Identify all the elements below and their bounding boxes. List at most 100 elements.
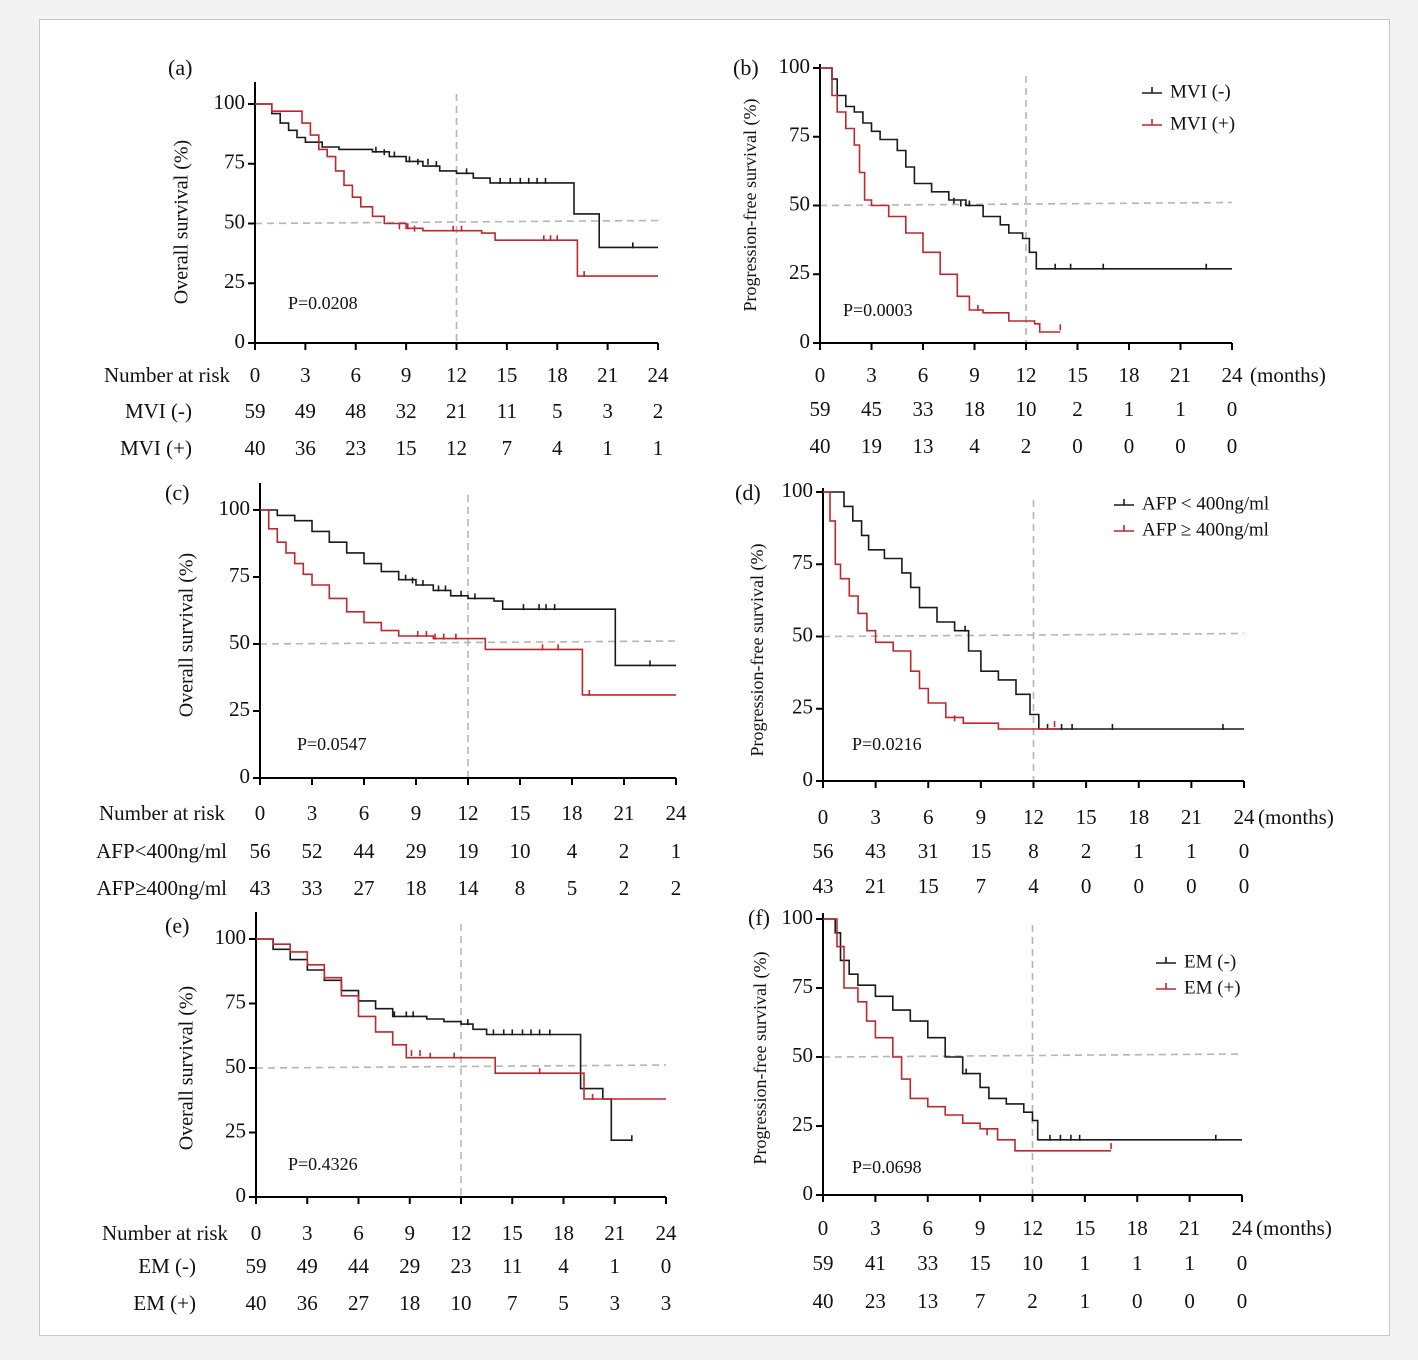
x-tick-label: 9 [976,805,987,829]
x-tick-label: 21 [1181,805,1202,829]
risk-count: 7 [975,1289,986,1313]
panel-label: (c) [165,480,189,505]
risk-count: 2 [619,839,630,863]
risk-count: 1 [610,1254,621,1278]
risk-count: 4 [558,1254,569,1278]
risk-count: 31 [918,839,939,863]
risk-count: 5 [552,399,563,423]
panel-label: (d) [735,480,761,505]
y-axis-label: Overall survival (%) [176,553,198,717]
x-tick-label: 3 [302,1221,313,1245]
risk-count: 7 [976,874,987,898]
risk-count: 23 [345,436,366,460]
risk-count: 1 [1134,839,1145,863]
y-tick-label: 100 [779,54,811,78]
risk-count: 1 [1186,839,1197,863]
risk-count: 52 [302,839,323,863]
risk-count: 21 [865,874,886,898]
x-tick-label: 12 [1016,363,1037,387]
survival-curve-red [823,918,1112,1152]
x-tick-label: 15 [502,1221,523,1245]
risk-count: 27 [354,876,375,900]
risk-count: 18 [964,397,985,421]
risk-count: 0 [661,1254,672,1278]
risk-count: 56 [250,839,271,863]
risk-row-label: EM (+) [133,1291,196,1315]
risk-count: 3 [602,399,613,423]
y-axis-label: Overall survival (%) [171,140,193,304]
x-tick-label: 9 [405,1221,416,1245]
p-value: P=0.0208 [288,293,358,313]
y-tick-label: 100 [215,925,247,949]
risk-count: 23 [865,1289,886,1313]
y-tick-label: 100 [214,90,246,114]
y-tick-label: 100 [782,905,814,929]
p-value: P=0.0003 [843,300,913,320]
risk-count: 19 [861,434,882,458]
risk-count: 4 [567,839,578,863]
risk-count: 59 [245,399,266,423]
survival-curve-red [260,509,676,696]
risk-count: 29 [399,1254,420,1278]
x-tick-label: 15 [1067,363,1088,387]
risk-count: 59 [813,1251,834,1275]
p-value: P=0.0216 [852,734,922,754]
x-tick-label: 21 [1179,1216,1200,1240]
y-tick-label: 50 [225,1054,246,1078]
risk-count: 18 [399,1291,420,1315]
x-tick-label: 9 [401,363,412,387]
risk-count: 2 [653,399,664,423]
panel-label: (e) [165,913,189,938]
risk-table-header: Number at risk [102,1221,228,1245]
risk-count: 59 [246,1254,267,1278]
x-tick-label: 6 [351,363,362,387]
x-tick-label: 0 [818,805,829,829]
risk-row-label: EM (-) [138,1254,196,1278]
legend-label: EM (-) [1184,951,1236,972]
median-reference-line [255,1064,667,1069]
x-tick-label: 24 [648,363,670,387]
risk-count: 0 [1237,1289,1248,1313]
risk-count: 41 [865,1251,886,1275]
risk-count: 33 [913,397,934,421]
legend-label: MVI (-) [1170,81,1231,102]
risk-table-header: Number at risk [104,363,230,387]
x-tick-label: 9 [411,801,422,825]
risk-count: 10 [451,1291,472,1315]
risk-count: 0 [1227,397,1238,421]
x-tick-label: 21 [614,801,635,825]
survival-curve-red [255,103,658,277]
x-tick-label: 0 [251,1221,262,1245]
x-tick-label: 3 [870,1216,881,1240]
x-unit-label: (months) [1250,363,1326,387]
risk-count: 33 [917,1251,938,1275]
risk-count: 56 [813,839,834,863]
legend-label: EM (+) [1184,977,1241,998]
risk-count: 2 [1021,434,1032,458]
y-tick-label: 25 [792,1112,813,1136]
risk-count: 1 [1124,397,1135,421]
risk-count: 0 [1184,1289,1195,1313]
x-tick-label: 18 [547,363,568,387]
x-tick-label: 15 [510,801,531,825]
y-tick-label: 75 [229,563,250,587]
x-tick-label: 18 [1128,805,1149,829]
y-tick-label: 0 [235,329,246,353]
median-reference-line [822,1053,1243,1058]
x-tick-label: 15 [1074,1216,1095,1240]
x-tick-label: 24 [1234,805,1256,829]
x-tick-label: 12 [446,363,467,387]
x-tick-label: 18 [553,1221,574,1245]
risk-count: 11 [502,1254,522,1278]
y-axis-label: Overall survival (%) [176,986,198,1150]
x-tick-label: 3 [866,363,877,387]
y-tick-label: 25 [224,269,245,293]
median-reference-line [819,201,1233,207]
y-tick-label: 0 [803,1181,814,1205]
risk-count: 1 [671,839,682,863]
risk-count: 1 [653,436,664,460]
risk-count: 10 [1016,397,1037,421]
risk-count: 0 [1124,434,1135,458]
x-tick-label: 15 [496,363,517,387]
